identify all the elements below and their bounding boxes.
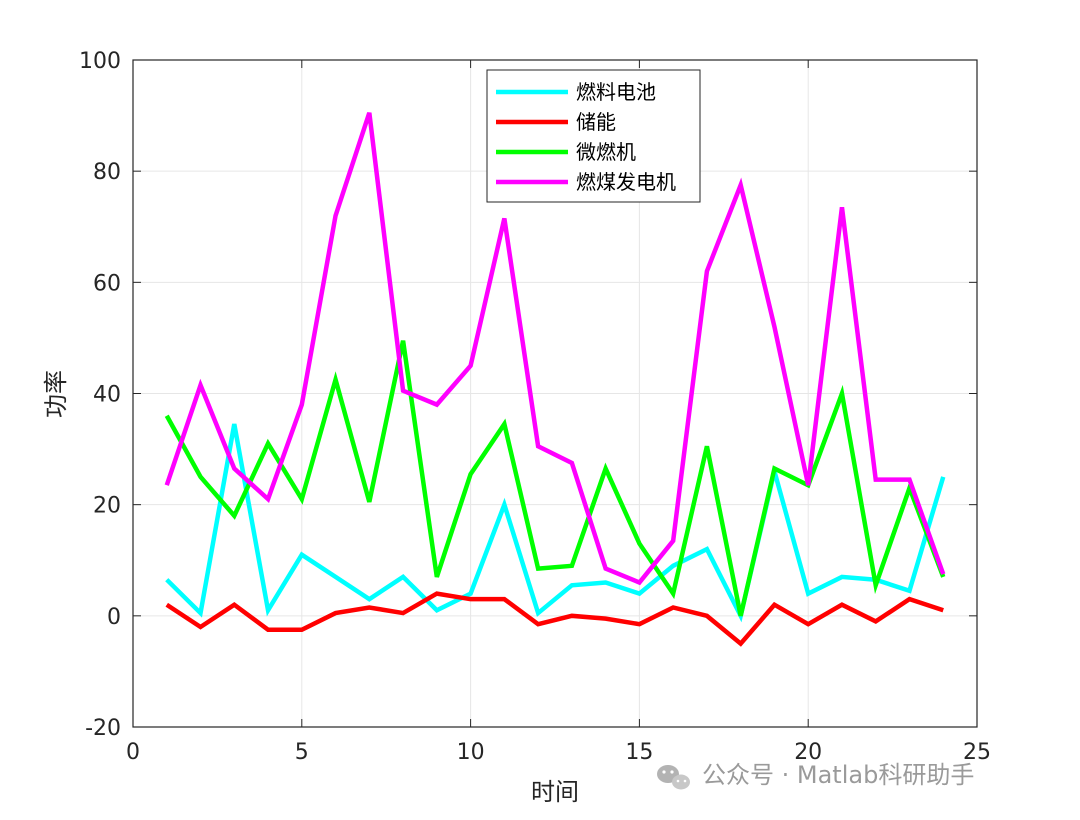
x-tick-label: 0	[126, 740, 140, 765]
watermark-text: 公众号 · Matlab科研助手	[702, 761, 974, 789]
x-axis-title: 时间	[531, 778, 579, 806]
x-tick-label: 15	[625, 740, 653, 765]
axes-layer	[132, 59, 978, 728]
legend-label-2: 储能	[576, 110, 616, 134]
series-line-4	[164, 112, 946, 586]
legend-label-3: 微燃机	[576, 140, 636, 164]
x-tick-label: 20	[794, 740, 822, 765]
series-layer	[164, 112, 946, 647]
y-tick-label: 60	[93, 271, 121, 296]
y-tick-label: 40	[93, 383, 121, 408]
legend-label-4: 燃煤发电机	[576, 170, 676, 194]
y-tick-label: 100	[79, 49, 121, 74]
watermark: 公众号 · Matlab科研助手	[657, 761, 974, 790]
series-line-2	[165, 591, 944, 647]
legend-label-1: 燃料电池	[576, 80, 656, 104]
y-tick-label: 80	[93, 160, 121, 185]
x-tick-label: 25	[963, 740, 991, 765]
y-tick-label: -20	[85, 716, 121, 741]
x-tick-label: 5	[295, 740, 309, 765]
y-tick-label: 20	[93, 494, 121, 519]
y-axis-title: 功率	[42, 370, 70, 418]
series-line-1	[165, 423, 946, 623]
y-tick-label: 0	[107, 605, 121, 630]
series-line-3	[164, 340, 946, 617]
x-tick-label: 10	[457, 740, 485, 765]
wechat-icon	[657, 765, 690, 790]
